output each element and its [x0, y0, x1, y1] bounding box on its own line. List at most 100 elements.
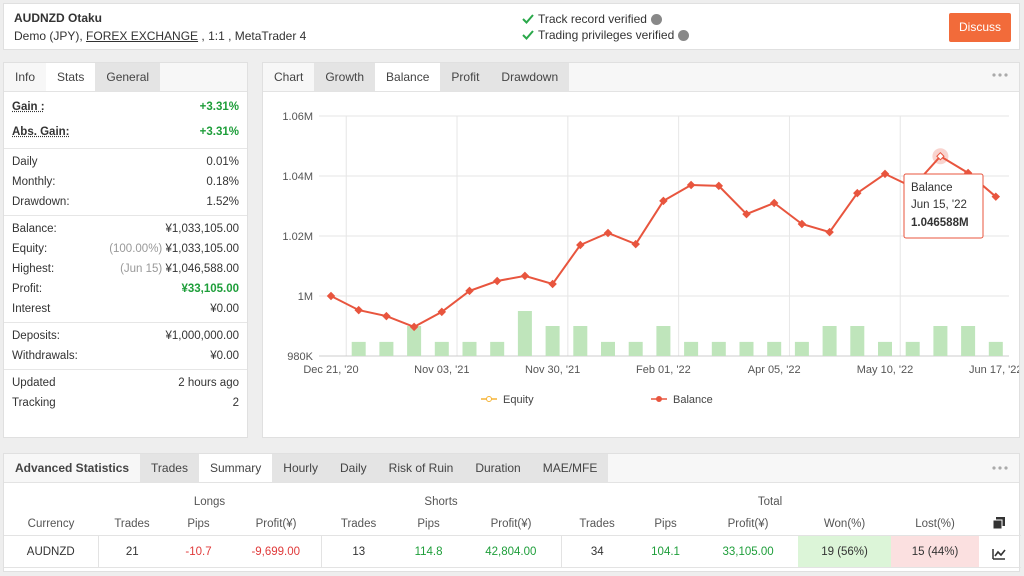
tab[interactable]: Hourly [272, 454, 329, 482]
data-row: AUDNZD 21 -10.7 -9,699.00 13 114.8 42,804.00 34… [4, 535, 1022, 568]
bar [961, 326, 976, 356]
column-header: Pips [654, 518, 677, 530]
column-header: Profit(¥) [255, 518, 297, 530]
y-tick-label: 980K [287, 351, 313, 363]
cell: 34 [590, 545, 604, 558]
stats-group: Daily 0.01% Monthly: 0.18% Drawdown: 1.52% [4, 149, 247, 216]
stats-label: Updated [12, 377, 56, 389]
stats-label: Balance: [12, 223, 57, 235]
tab[interactable]: Chart [274, 70, 304, 84]
cell: 21 [125, 545, 139, 558]
x-tick-label: Nov 03, '21 [414, 364, 469, 376]
cell: -10.7 [185, 545, 212, 558]
cell: 104.1 [651, 545, 680, 558]
bar [434, 341, 449, 356]
summary-table: Longs Shorts Total Currency Trades Pips Profit… [4, 491, 1022, 568]
info-icon[interactable] [678, 29, 690, 41]
copy-icon[interactable] [992, 516, 1006, 530]
line [330, 154, 997, 329]
stats-value-group: ¥0.00 [210, 299, 239, 319]
cell: 19 (56%) [798, 535, 892, 568]
point [492, 276, 502, 286]
tab[interactable]: Profit [440, 63, 491, 91]
bar [933, 326, 948, 356]
y-tick-label: 1M [298, 291, 313, 303]
check-icon [522, 14, 534, 24]
stats-value-group: +3.31% [200, 95, 239, 120]
tab[interactable]: Info [15, 70, 36, 84]
point [853, 188, 862, 198]
chart: 980K 1M 1.02M 1.04M 1.06M Dec 21, '20 Nov 03, … [282, 111, 1019, 406]
tab[interactable]: Duration [464, 454, 532, 482]
cell: 13 [352, 545, 366, 558]
point [326, 291, 336, 301]
bar [850, 326, 865, 356]
menu-dots[interactable] [991, 464, 1009, 472]
menu-dots[interactable] [991, 71, 1009, 79]
verified-text: Track record verified [538, 12, 647, 26]
stats-row: Balance: ¥1,033,105.00 [4, 219, 247, 239]
tab[interactable]: Daily [328, 454, 378, 482]
stats-label: Equity: [12, 243, 48, 255]
stats-label: Interest [12, 303, 51, 315]
stats-label: Highest: [12, 263, 55, 275]
point [631, 239, 640, 249]
advanced-tabs: Advanced Statistics Trades Summary Hourly Da… [4, 454, 1019, 483]
legend-marker [486, 396, 492, 402]
tooltip-date: Jun 15, '22 [911, 199, 967, 211]
tab[interactable]: Stats [46, 63, 96, 91]
tab[interactable]: General [95, 63, 161, 91]
account: Demo (JPY), [14, 29, 83, 43]
verified-item: Track record verified [522, 11, 689, 27]
discuss-button[interactable]: Discuss [949, 13, 1011, 42]
bar [684, 341, 699, 356]
bar [988, 341, 1003, 356]
y-tick-label: 1.04M [282, 171, 313, 183]
tab[interactable]: Trades [140, 454, 199, 482]
stats-row: Abs. Gain: +3.31% [4, 120, 247, 145]
stats-group: Deposits: ¥1,000,000.00 Withdrawals: ¥0.00 [4, 323, 247, 370]
stats-value: ¥1,046,588.00 [165, 263, 239, 275]
cell: -9,699.00 [231, 535, 322, 568]
stats-row: Deposits: ¥1,000,000.00 [4, 326, 247, 346]
header: AUDNZD Otaku Demo (JPY), FOREX EXCHANGE … [3, 3, 1020, 50]
tab[interactable]: Balance [375, 63, 441, 91]
point [465, 286, 474, 296]
point [548, 279, 557, 289]
point [576, 240, 585, 250]
chart-panel: Chart Growth Balance Profit Drawdown 980K 1M 1… [262, 62, 1020, 438]
column-header: Pips [417, 518, 440, 530]
stats-label: Drawdown: [12, 196, 70, 208]
stats-group: Gain : +3.31% Abs. Gain: +3.31% [4, 92, 247, 149]
bar [905, 341, 920, 356]
group-header: Shorts [424, 496, 458, 508]
cell: 114.8 [414, 545, 443, 558]
chart-icon[interactable] [992, 548, 1006, 560]
bar [351, 341, 366, 356]
stats-value-group: ¥33,105.00 [181, 279, 239, 299]
tab[interactable]: Advanced Statistics [15, 461, 130, 475]
stats-group: Updated 2 hours ago Tracking 2 [4, 370, 247, 416]
stats-value-group: 0.18% [206, 172, 239, 192]
info-icon[interactable] [650, 13, 662, 25]
tab[interactable]: Drawdown [490, 63, 570, 91]
point [991, 192, 1001, 201]
broker[interactable]: FOREX EXCHANGE [86, 29, 199, 43]
tab[interactable]: Summary [198, 454, 273, 482]
point [409, 322, 419, 332]
advanced-panel: Advanced Statistics Trades Summary Hourly Da… [3, 453, 1022, 572]
x-tick-label: Dec 21, '20 [303, 364, 358, 376]
stats-value-group: ¥1,000,000.00 [165, 326, 239, 346]
legend-label: Equity [503, 394, 534, 406]
verified-text: Trading privileges verified [538, 28, 675, 42]
stats-row: Updated 2 hours ago [4, 373, 247, 393]
point [714, 181, 724, 191]
stats-value: ¥0.00 [210, 303, 239, 315]
tab[interactable]: MAE/MFE [531, 454, 609, 482]
tab[interactable]: Growth [314, 63, 376, 91]
tooltip: Balance Jun 15, '22 1.046588M [903, 173, 984, 239]
cell [4, 491, 98, 513]
tab[interactable]: Risk of Ruin [377, 454, 465, 482]
point [603, 228, 613, 238]
stats-value: 1.52% [206, 196, 239, 208]
